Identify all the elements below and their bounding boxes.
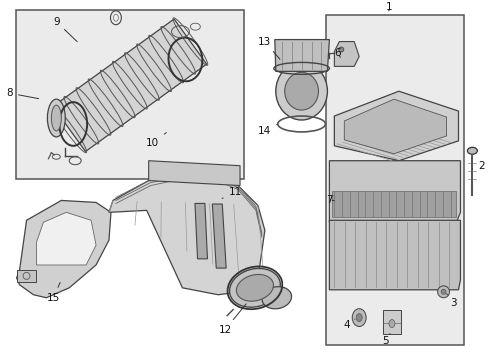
Text: 5: 5	[383, 333, 390, 346]
Polygon shape	[148, 161, 240, 185]
Text: 14: 14	[258, 124, 277, 136]
Polygon shape	[334, 91, 459, 161]
Text: 6: 6	[334, 49, 341, 58]
Ellipse shape	[229, 269, 280, 307]
Polygon shape	[275, 40, 329, 71]
Polygon shape	[329, 161, 461, 222]
Ellipse shape	[51, 105, 61, 131]
Polygon shape	[334, 41, 359, 66]
Text: 9: 9	[53, 17, 77, 42]
Ellipse shape	[339, 47, 344, 52]
Text: 8: 8	[6, 88, 39, 99]
Text: 7: 7	[326, 195, 334, 206]
Polygon shape	[53, 19, 207, 152]
Polygon shape	[195, 203, 207, 259]
Polygon shape	[17, 201, 111, 298]
Text: 2: 2	[472, 161, 485, 171]
Ellipse shape	[441, 289, 446, 294]
Text: 3: 3	[446, 294, 457, 308]
Polygon shape	[17, 270, 36, 282]
Text: 11: 11	[222, 188, 242, 198]
Ellipse shape	[285, 72, 318, 110]
Text: 12: 12	[219, 304, 246, 334]
Ellipse shape	[438, 286, 449, 298]
Text: 10: 10	[146, 132, 166, 148]
Text: 13: 13	[258, 37, 280, 59]
Polygon shape	[212, 204, 226, 268]
Ellipse shape	[262, 287, 292, 309]
Text: 1: 1	[386, 2, 392, 12]
Polygon shape	[332, 190, 457, 217]
Polygon shape	[329, 220, 461, 290]
Text: 15: 15	[47, 282, 60, 303]
Text: 4: 4	[343, 319, 355, 329]
Polygon shape	[344, 99, 446, 154]
Bar	[16, 10, 244, 179]
Polygon shape	[109, 171, 265, 295]
Polygon shape	[36, 212, 96, 265]
Bar	[383, 310, 401, 334]
Bar	[326, 15, 465, 345]
Ellipse shape	[276, 62, 327, 120]
Ellipse shape	[356, 314, 362, 321]
Ellipse shape	[48, 99, 65, 137]
Ellipse shape	[389, 320, 395, 328]
Ellipse shape	[467, 147, 477, 154]
Ellipse shape	[352, 309, 366, 327]
Ellipse shape	[236, 274, 273, 301]
